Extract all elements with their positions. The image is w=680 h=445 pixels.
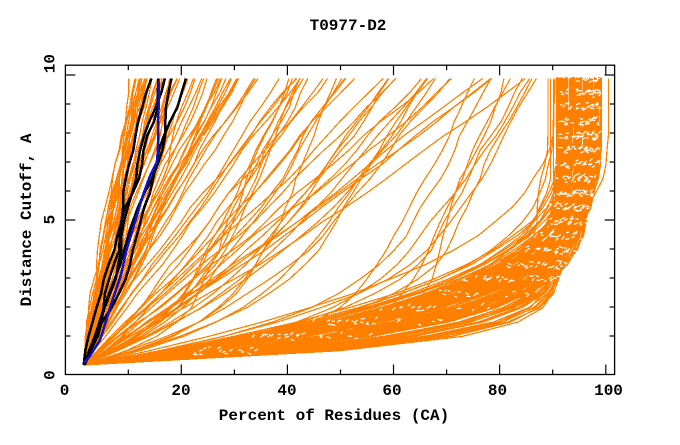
svg-text:0: 0 [60, 382, 70, 400]
svg-text:T0977-D2: T0977-D2 [310, 17, 387, 35]
svg-text:Percent of Residues (CA): Percent of Residues (CA) [219, 407, 449, 425]
svg-text:5: 5 [42, 215, 60, 225]
svg-text:80: 80 [488, 382, 507, 400]
svg-text:Distance Cutoff, A: Distance Cutoff, A [18, 133, 36, 306]
svg-text:0: 0 [42, 370, 60, 380]
svg-text:20: 20 [171, 382, 190, 400]
svg-text:60: 60 [382, 382, 401, 400]
svg-text:10: 10 [42, 54, 60, 73]
svg-text:100: 100 [594, 382, 623, 400]
svg-text:40: 40 [277, 382, 296, 400]
